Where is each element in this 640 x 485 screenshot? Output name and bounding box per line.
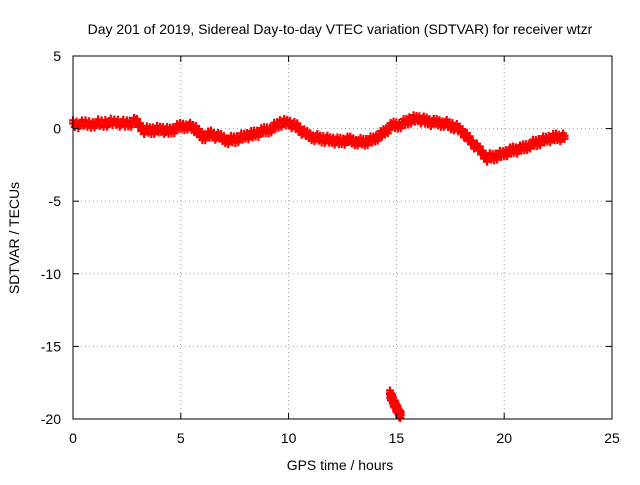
y-tick-label: -15 — [41, 338, 61, 354]
y-tick-label: -20 — [41, 411, 61, 427]
plot-frame — [72, 55, 613, 420]
y-tick-label: -10 — [41, 266, 61, 282]
series-0 — [69, 111, 569, 166]
x-tick-label: 0 — [69, 430, 77, 446]
axes: 0 5 10 15 20 25 -20 -15 -10 -5 0 5 — [41, 48, 620, 446]
data-point — [396, 411, 405, 420]
x-tick-label: 5 — [177, 430, 185, 446]
grid — [73, 56, 612, 419]
y-axis-label: SDTVAR / TECUs — [6, 182, 22, 294]
series-1 — [385, 386, 405, 423]
y-tick-label: -5 — [49, 193, 62, 209]
x-tick-label: 15 — [389, 430, 405, 446]
x-tick-label: 10 — [281, 430, 297, 446]
chart-title: Day 201 of 2019, Sidereal Day-to-day VTE… — [88, 21, 593, 37]
data-point — [560, 134, 569, 143]
x-axis-label: GPS time / hours — [287, 457, 394, 473]
y-tick-label: 5 — [53, 48, 61, 64]
y-tick-label: 0 — [53, 121, 61, 137]
x-tick-label: 20 — [496, 430, 512, 446]
x-tick-label: 25 — [604, 430, 620, 446]
data-series — [69, 111, 569, 423]
